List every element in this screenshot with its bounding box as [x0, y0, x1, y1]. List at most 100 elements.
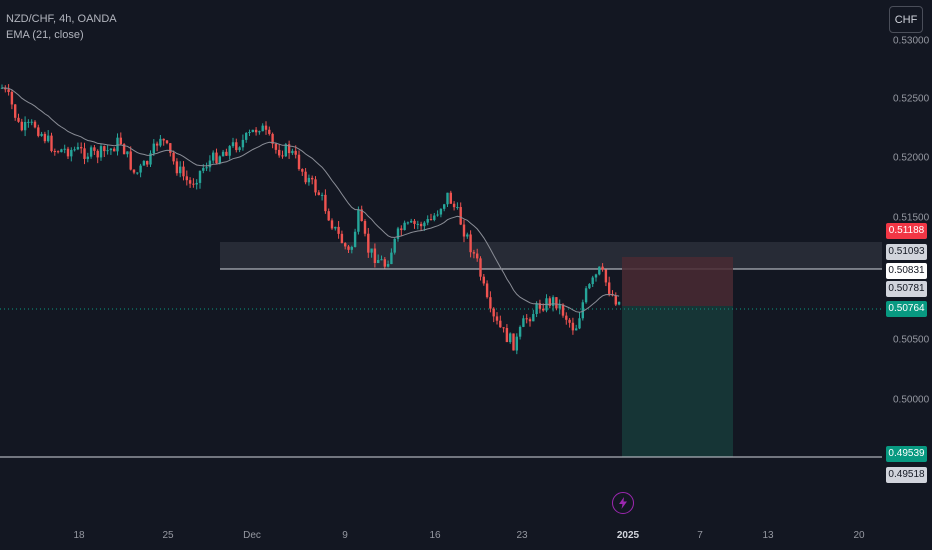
candle-body: [291, 150, 294, 154]
candle-body: [89, 147, 93, 157]
candle-body: [377, 259, 380, 264]
candle-body: [505, 328, 509, 343]
candle-body: [235, 142, 238, 151]
candle-body: [390, 252, 393, 265]
candle-body: [228, 146, 231, 156]
candle-body: [119, 137, 122, 145]
candle-body: [617, 301, 621, 305]
candle-body: [472, 252, 476, 254]
candle-body: [337, 226, 340, 234]
candle-body: [459, 207, 462, 225]
candle-body: [106, 150, 109, 152]
candle-body: [188, 180, 192, 184]
candle-body: [344, 243, 347, 247]
candle-body: [304, 171, 307, 183]
candle-body: [80, 147, 83, 149]
time-tick: 9: [342, 530, 348, 541]
candle-body: [433, 215, 436, 220]
candle-body: [542, 308, 545, 311]
lower-line-price-badge: 0.49518: [886, 467, 927, 483]
candle-body: [561, 304, 565, 316]
candle-body: [208, 160, 212, 168]
candle-body: [565, 315, 568, 320]
candle-body: [551, 297, 555, 306]
candle-body: [274, 143, 278, 150]
short-position-target-zone[interactable]: [622, 306, 733, 457]
candle-body: [416, 223, 419, 225]
candle-body: [241, 139, 245, 148]
candle-body: [149, 153, 152, 165]
candle-body: [571, 322, 575, 331]
candle-body: [476, 253, 479, 259]
ema-line: [1, 87, 620, 313]
candle-body: [113, 148, 116, 152]
currency-button[interactable]: CHF: [889, 6, 923, 33]
candle-body: [202, 168, 205, 171]
candle-body: [515, 336, 518, 351]
candle-body: [320, 194, 324, 196]
candle-body: [165, 140, 169, 144]
candle-body: [396, 228, 400, 239]
resistance-zone[interactable]: [220, 242, 882, 269]
candle-body: [287, 144, 291, 154]
time-tick: 23: [516, 530, 528, 541]
candle-body: [86, 156, 89, 159]
candle-body: [43, 133, 47, 142]
symbol-info[interactable]: NZD/CHF, 4h, OANDA: [6, 13, 117, 25]
candle-body: [301, 169, 304, 172]
candle-body: [535, 303, 538, 315]
candle-body: [575, 328, 578, 331]
candle-body: [33, 121, 37, 128]
candle-body: [152, 143, 155, 154]
candle-body: [499, 320, 502, 328]
take-profit-price-badge: 0.49539: [886, 446, 927, 462]
candle-body: [584, 288, 588, 303]
candle-body: [56, 151, 60, 153]
candle-body: [218, 156, 221, 164]
candle-body: [297, 154, 301, 170]
short-position-stop-zone[interactable]: [622, 257, 733, 306]
candle-body: [363, 221, 367, 234]
candle-body: [182, 166, 185, 177]
candle-body: [406, 222, 410, 224]
candle-body: [103, 146, 106, 152]
candle-body: [146, 161, 149, 165]
candle-body: [278, 149, 281, 156]
price-tick: 0.51500: [893, 212, 930, 224]
candle-body: [129, 151, 132, 170]
candle-body: [327, 211, 330, 221]
candle-body: [449, 192, 452, 204]
candle-body: [423, 222, 426, 227]
candle-body: [99, 146, 103, 158]
candle-body: [311, 177, 314, 180]
candle-body: [109, 148, 113, 151]
lightning-icon[interactable]: [612, 492, 634, 514]
candle-body: [47, 135, 50, 142]
candle-body: [367, 233, 370, 253]
candle-body: [66, 148, 70, 157]
candle-body: [179, 166, 182, 174]
support-line-price-badge: 0.50831: [886, 263, 927, 279]
candle-body: [548, 298, 551, 306]
candle-body: [393, 238, 396, 253]
candle-body: [598, 266, 601, 275]
drawing-zones: [0, 242, 882, 458]
candle-body: [439, 208, 443, 215]
candle-body: [512, 333, 515, 351]
candle-body: [261, 125, 264, 132]
candle-body: [205, 167, 208, 169]
candle-body: [264, 125, 268, 130]
candle-body: [502, 327, 505, 329]
candle-body: [558, 304, 561, 309]
candle-body: [601, 266, 604, 270]
chart-legend: NZD/CHF, 4h, OANDA EMA (21, close): [6, 11, 117, 43]
candle-body: [357, 209, 360, 232]
candle-body: [53, 151, 56, 153]
candle-body: [76, 147, 80, 150]
ema-indicator-label[interactable]: EMA (21, close): [6, 29, 84, 41]
candle-body: [317, 192, 320, 195]
candle-body: [132, 169, 136, 173]
candle-body: [347, 246, 350, 250]
candle-body: [429, 219, 433, 221]
